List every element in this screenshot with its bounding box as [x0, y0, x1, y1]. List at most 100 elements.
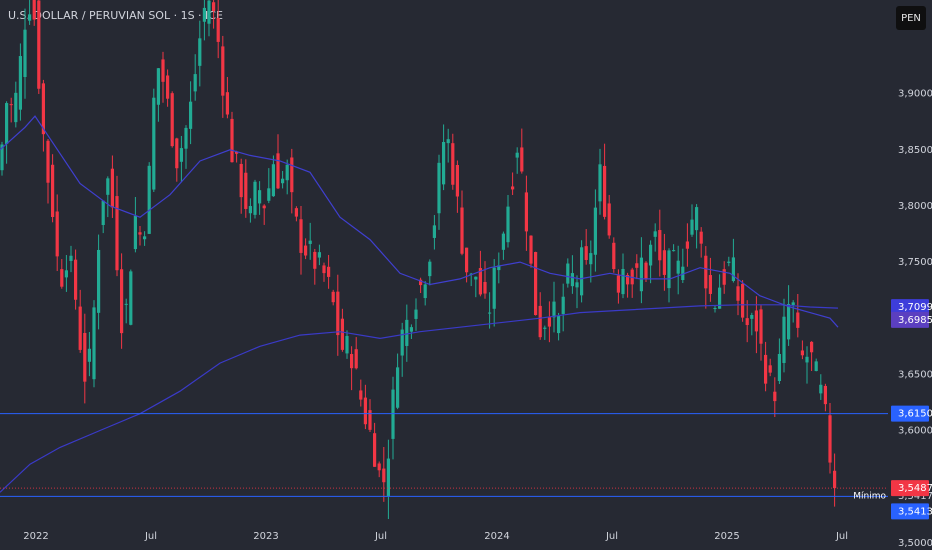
candle: [83, 313, 87, 404]
candle: [244, 159, 248, 218]
candle-body: [460, 207, 464, 254]
candle-body: [662, 250, 666, 275]
candle: [359, 379, 363, 407]
candle: [396, 353, 400, 410]
candle-body: [336, 291, 340, 336]
candle: [764, 341, 768, 392]
candle-body: [244, 172, 248, 209]
candle: [230, 111, 234, 163]
candle-body: [368, 410, 372, 430]
candle-body: [110, 168, 114, 208]
ma-long-label: 3,6985: [898, 315, 932, 326]
candle-body: [106, 178, 110, 195]
candle: [336, 274, 340, 356]
candle-body: [51, 164, 55, 217]
candle: [391, 376, 395, 460]
candle: [5, 101, 9, 164]
candle-body: [736, 286, 740, 301]
currency-button[interactable]: PEN: [896, 6, 926, 30]
candle-body: [409, 327, 413, 332]
ma-short-label: 3,7099: [898, 302, 932, 313]
candle: [713, 305, 717, 313]
candle: [442, 124, 446, 191]
candle-body: [143, 236, 147, 240]
candle: [768, 358, 772, 377]
candle: [649, 240, 653, 284]
candle-body: [644, 262, 648, 280]
candle: [124, 298, 128, 324]
candle: [271, 155, 275, 197]
candle-body: [290, 157, 294, 193]
candle-body: [607, 203, 611, 236]
candle-body: [386, 458, 390, 497]
candle-body: [713, 307, 717, 309]
candle-body: [727, 261, 731, 263]
candle-body: [41, 83, 45, 135]
candle-body: [722, 269, 726, 285]
candle-body: [391, 389, 395, 439]
candle-body: [570, 273, 574, 287]
candle: [290, 148, 294, 214]
candle-body: [271, 164, 275, 197]
candle-body: [524, 192, 528, 232]
candle: [777, 338, 781, 385]
candle: [23, 8, 27, 99]
candle: [285, 159, 289, 195]
candle: [497, 252, 501, 284]
candle-body: [649, 244, 653, 266]
candle: [331, 289, 335, 306]
y-tick-label: 3,8000: [898, 201, 932, 212]
candle-body: [777, 353, 781, 382]
candle-body: [437, 162, 441, 214]
candle-body: [5, 103, 9, 144]
candle: [662, 233, 666, 291]
candle: [566, 258, 570, 288]
candle-body: [759, 309, 763, 344]
candle-body: [156, 68, 160, 105]
candle-body: [823, 385, 827, 405]
y-tick-label: 3,6500: [898, 369, 932, 380]
candle: [37, 0, 41, 94]
candle-body: [216, 18, 220, 42]
candle-body: [621, 268, 625, 295]
candle: [796, 294, 800, 338]
candle: [419, 277, 423, 294]
candle-body: [543, 327, 547, 329]
candle: [570, 255, 574, 294]
candle-body: [179, 148, 183, 162]
candle: [455, 160, 459, 213]
candle: [428, 259, 432, 286]
candle-body: [488, 312, 492, 314]
candle-body: [276, 153, 280, 189]
candle: [782, 298, 786, 373]
candle: [791, 300, 795, 323]
candle: [262, 204, 266, 225]
candle: [216, 0, 220, 59]
candle: [589, 240, 593, 283]
candle: [800, 340, 804, 360]
candle: [547, 301, 551, 343]
y-tick-label: 3,6000: [898, 426, 932, 437]
candle: [74, 249, 78, 310]
candle: [212, 0, 216, 29]
candle: [101, 200, 105, 234]
candle-body: [285, 164, 289, 181]
candle-body: [239, 163, 243, 198]
candle: [147, 162, 151, 234]
candle-body: [750, 314, 754, 319]
hline-value-label-bg: [891, 405, 929, 422]
candle-body: [598, 164, 602, 202]
candle-body: [819, 384, 823, 394]
candle-body: [561, 296, 565, 315]
candle-body: [87, 348, 91, 362]
candle-body: [359, 390, 363, 400]
candle: [32, 0, 36, 26]
candle-body: [626, 274, 630, 285]
x-tick-label: Jul: [144, 531, 157, 542]
candle-body: [317, 252, 321, 258]
x-tick-label: Jul: [374, 531, 387, 542]
candle: [561, 283, 565, 332]
candle: [225, 76, 229, 119]
candle: [451, 133, 455, 190]
